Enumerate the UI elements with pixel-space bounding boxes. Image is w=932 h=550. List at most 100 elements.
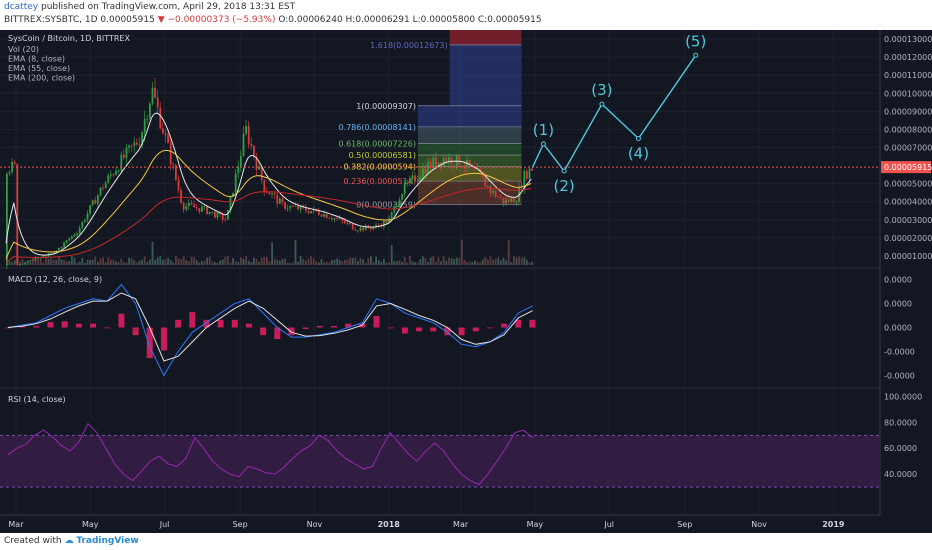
candle-body [442, 158, 445, 167]
volume-bar [242, 258, 245, 265]
candle-body [8, 171, 11, 174]
candle-body [453, 165, 455, 167]
legend-entry: Vol (20) [8, 45, 39, 54]
volume-bar [58, 256, 60, 265]
candle-body [164, 133, 167, 135]
candle-body [201, 206, 203, 212]
candle-body [130, 145, 133, 147]
x-tick-label: Mar [453, 520, 469, 529]
volume-bar [411, 261, 414, 265]
macd-y-tick: -0.0000 [884, 347, 915, 356]
volume-bar [328, 262, 331, 265]
volume-bar [206, 257, 208, 265]
volume-bar [422, 256, 424, 265]
author-link[interactable]: dcattey [4, 2, 39, 12]
volume-bar [279, 260, 281, 265]
macd-histogram-bar [118, 313, 125, 328]
fib-zone [417, 126, 522, 144]
candle-body [383, 220, 385, 227]
macd-histogram-bar [189, 312, 196, 328]
candle-body [411, 175, 414, 179]
chart-area[interactable]: Mar May Jul Sep Nov 2018 Mar May Jul Sep Nov 2019 0.… [0, 30, 932, 533]
candle-body [234, 173, 237, 193]
candle-body [73, 234, 76, 236]
volume-bar [234, 261, 237, 265]
candle-body [175, 165, 177, 180]
volume-bar [323, 262, 325, 265]
candle-body [468, 159, 471, 166]
volume-bar [432, 256, 435, 265]
volume-bar [13, 260, 16, 265]
volume-bar [141, 259, 143, 265]
volume-bar [294, 240, 297, 265]
volume-bar [37, 259, 39, 265]
volume-bar [333, 259, 336, 265]
fib-level-label: 0.236(0.0000514) [344, 177, 416, 186]
volume-bar [110, 259, 112, 265]
x-tick-label: May [527, 520, 544, 529]
volume-bar [338, 259, 341, 265]
volume-bar [81, 257, 84, 265]
volume-bar [528, 262, 531, 265]
y-tick-label: 0.00007000 [884, 144, 932, 153]
candle-body [318, 211, 320, 215]
volume-bar [151, 241, 154, 265]
candle-body [52, 252, 55, 254]
macd-histogram-bar [90, 323, 97, 328]
candle-body [520, 186, 523, 189]
volume-bar [50, 258, 52, 265]
candle-body [354, 229, 357, 231]
candle-body [372, 227, 375, 230]
tradingview-brand[interactable]: TradingView [76, 536, 139, 546]
candle-body [458, 154, 461, 166]
fib-level-label: 1.618(0.00012673) [370, 41, 448, 50]
volume-bar [531, 262, 533, 265]
candle-body [21, 263, 24, 265]
candle-body [362, 227, 364, 231]
candle-body [359, 227, 362, 231]
volume-bar [91, 259, 94, 265]
volume-bar [123, 262, 125, 265]
candle-body [305, 207, 307, 211]
fib-level-label: 0.786(0.00008141) [338, 123, 416, 132]
candle-body [377, 224, 380, 226]
volume-bar [29, 261, 32, 265]
fib-level-label: 1(0.00009307) [356, 102, 416, 111]
volume-bar [258, 262, 260, 265]
candle-body [94, 200, 97, 204]
volume-bar [419, 259, 422, 265]
candle-body [333, 218, 336, 220]
volume-bar [63, 259, 65, 265]
volume-bar [164, 259, 167, 265]
y-tick-label: 0.00008000 [884, 125, 932, 134]
rsi-y-tick: 40.0000 [884, 470, 917, 479]
candle-body [84, 220, 86, 222]
wave-label: (4) [628, 144, 649, 162]
candle-body [177, 179, 180, 191]
candle-body [297, 205, 299, 210]
candle-body [494, 190, 497, 197]
volume-bar [372, 261, 375, 265]
volume-bar [102, 257, 104, 265]
macd-histogram-bar [146, 327, 153, 359]
tradingview-logo-icon[interactable]: ☁ [64, 536, 74, 546]
macd-histogram-bar [288, 327, 295, 336]
candle-body [216, 212, 219, 218]
volume-bar [84, 262, 86, 265]
volume-bar [515, 257, 518, 265]
volume-bar [336, 258, 338, 265]
volume-bar [169, 259, 172, 265]
volume-bar [292, 262, 294, 265]
candle-body [229, 196, 232, 211]
volume-bar [331, 260, 333, 265]
volume-bar [255, 258, 258, 265]
candle-body [448, 157, 450, 163]
macd-histogram-bar [160, 327, 167, 351]
volume-bar [359, 257, 362, 265]
volume-bar [253, 257, 255, 265]
candle-body [71, 235, 73, 239]
candle-body [346, 223, 349, 224]
volume-bar [68, 261, 71, 265]
candle-body [13, 161, 16, 164]
volume-bar [385, 262, 388, 265]
